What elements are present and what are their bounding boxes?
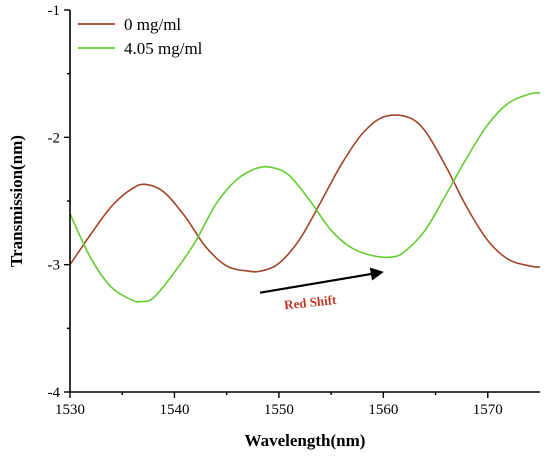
x-tick-label: 1540	[159, 402, 189, 418]
legend-label-0: 0 mg/ml	[124, 15, 181, 34]
x-tick-label: 1570	[473, 402, 503, 418]
series-line-1	[69, 91, 541, 303]
y-tick-label: -2	[48, 130, 61, 146]
x-tick-label: 1560	[368, 402, 398, 418]
y-axis-title: Transmission(nm)	[7, 135, 26, 267]
x-tick-label: 1550	[264, 402, 294, 418]
x-axis-title: Wavelength(nm)	[245, 431, 366, 450]
legend: 0 mg/ml 4.05 mg/ml	[78, 15, 203, 58]
red-shift-label: Red Shift	[283, 292, 337, 312]
y-tick-label: -4	[48, 385, 61, 401]
red-shift-arrow	[259, 267, 384, 294]
x-tick-label: 1530	[55, 402, 85, 418]
y-tick-label: -1	[48, 3, 61, 19]
y-tick-label: -3	[48, 258, 61, 274]
annotations: Red Shift	[259, 267, 384, 312]
series-line-0	[69, 114, 541, 273]
legend-label-1: 4.05 mg/ml	[124, 39, 203, 58]
plot-area	[69, 91, 541, 303]
axes: 1530 1540 1550 1560 1570 -4 -3 -2 -1 Wavelength(n…	[7, 3, 540, 450]
